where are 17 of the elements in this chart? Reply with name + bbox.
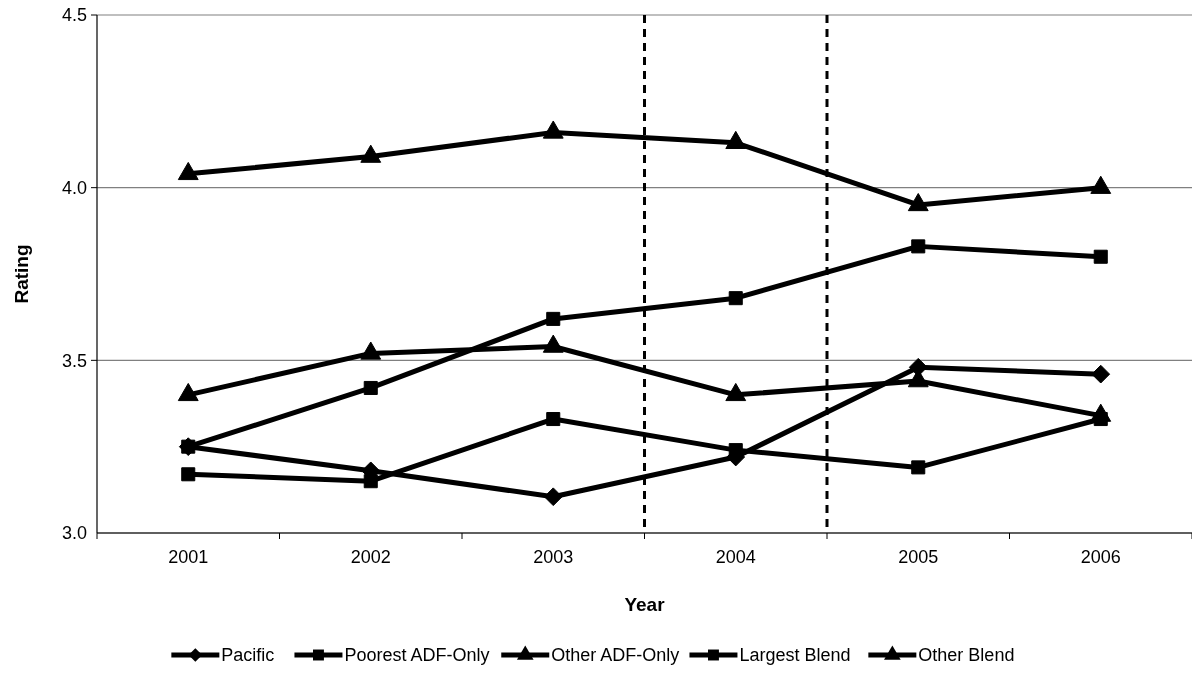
x-tick-label: 2004 bbox=[715, 547, 756, 567]
legend-label: Largest Blend bbox=[739, 645, 851, 665]
legend-label: Pacific bbox=[221, 645, 275, 665]
y-axis-title: Rating bbox=[11, 244, 32, 304]
y-tick-label: 4.0 bbox=[61, 177, 87, 198]
x-tick-label: 2002 bbox=[350, 547, 391, 567]
legend-label: Other ADF-Only bbox=[551, 645, 680, 665]
y-tick-label: 4.5 bbox=[61, 5, 87, 26]
x-axis-title: Year bbox=[624, 594, 666, 615]
legend-label: Poorest ADF-Only bbox=[344, 645, 490, 665]
x-tick-label: 2003 bbox=[533, 547, 574, 567]
y-tick-label: 3.5 bbox=[61, 350, 87, 371]
y-tick-label: 3.0 bbox=[61, 523, 87, 544]
legend-label: Other Blend bbox=[918, 645, 1015, 665]
x-tick-label: 2005 bbox=[898, 547, 939, 567]
x-tick-label: 2001 bbox=[168, 547, 209, 567]
x-tick-label: 2006 bbox=[1080, 547, 1121, 567]
